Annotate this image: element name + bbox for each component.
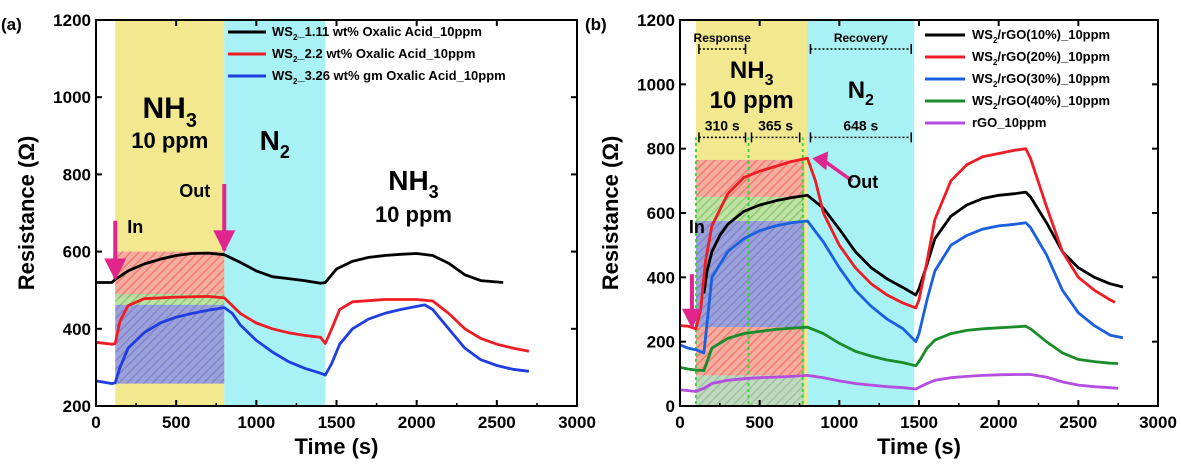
hatched-box: [115, 294, 225, 306]
y-tick-label: 200: [647, 333, 675, 352]
dimension-label: 365 s: [758, 117, 793, 133]
series-line: [679, 147, 1116, 331]
legend-label: WS2/rGO(30%)_10ppm: [972, 71, 1110, 89]
dimension-label: 310 s: [705, 117, 740, 133]
y-tick-label: 800: [63, 165, 91, 184]
annotation-arrow-shaft: [825, 160, 854, 183]
hatched-box: [115, 251, 225, 298]
x-tick-label: 2500: [1059, 413, 1097, 432]
gas-region: [224, 20, 326, 406]
x-tick-label: 3000: [558, 413, 596, 432]
series-line: [95, 295, 530, 353]
x-tick-label: 500: [162, 413, 190, 432]
x-tick-label: 500: [745, 413, 773, 432]
y-tick-label: 800: [647, 140, 675, 159]
region-label-conc: 10 ppm: [131, 128, 208, 153]
y-tick-label: 1000: [637, 75, 675, 94]
dimension-label: Response: [694, 31, 752, 45]
panel-label: (a): [1, 15, 22, 34]
legend-label: rGO_10ppm: [972, 115, 1046, 130]
series-line: [679, 219, 1124, 355]
panel-b: 0 500 1000 1500 2000 2500 3000 0 200 400 600 800 100…: [585, 11, 1177, 459]
region-label-gas: NH3: [730, 57, 774, 89]
x-tick-label: 3000: [1139, 413, 1177, 432]
annotation-arrowhead: [104, 258, 127, 281]
panel-label: (b): [585, 15, 607, 34]
region-label-n2: N2: [848, 77, 874, 109]
region-label-n2: N2: [260, 125, 290, 162]
panel-a: 0 500 1000 1500 2000 2500 3000 200 400 600 800 1000…: [1, 11, 596, 459]
x-axis-title: Time (s): [877, 434, 961, 459]
x-tick-label: 1000: [237, 413, 275, 432]
x-tick-label: 1500: [900, 413, 938, 432]
hatched-box: [695, 159, 805, 197]
annotation-label: Out: [847, 172, 878, 192]
x-tick-label: 2000: [980, 413, 1018, 432]
legend-label: WS2_2.2 wt% Oxalic Acid_10ppm: [272, 46, 475, 64]
annotation-arrowhead: [213, 230, 236, 253]
series-line: [96, 251, 504, 285]
x-tick-label: 1000: [820, 413, 858, 432]
series-line: [702, 190, 1124, 297]
annotation-label: In: [689, 217, 705, 237]
x-axis-title: Time (s): [295, 434, 379, 459]
region-label-conc: 10 ppm: [710, 87, 794, 114]
y-tick-label: 600: [647, 204, 675, 223]
y-tick-label: 1200: [53, 11, 91, 30]
y-tick-label: 600: [63, 243, 91, 262]
x-tick-label: 1500: [318, 413, 356, 432]
legend-label: WS2_1.11 wt% Oxalic Acid_10ppm: [272, 24, 482, 42]
region-label-gas: NH3: [143, 92, 197, 132]
free-gas-label: NH3: [388, 165, 438, 202]
annotation-label: Out: [179, 181, 210, 201]
series-line: [679, 324, 1119, 372]
hatched-box: [695, 327, 805, 376]
x-tick-label: 2500: [478, 413, 516, 432]
x-tick-label: 2000: [398, 413, 436, 432]
y-tick-label: 200: [63, 397, 91, 416]
y-axis-title: Resistance (Ω): [598, 136, 623, 291]
y-tick-label: 400: [63, 320, 91, 339]
hatched-box: [695, 375, 805, 406]
dimension-label: 648 s: [843, 117, 878, 133]
series-line: [679, 373, 1119, 393]
legend-label: WS2/rGO(40%)_10ppm: [972, 93, 1110, 111]
legend-label: WS2/rGO(20%)_10ppm: [972, 49, 1110, 67]
annotation-arrowhead: [812, 151, 829, 171]
x-tick-label: 0: [675, 413, 684, 432]
legend-label: WS2_3.26 wt% gm Oxalic Acid_10ppm: [272, 68, 506, 86]
annotation-label: In: [127, 217, 143, 237]
y-tick-label: 1200: [637, 11, 675, 30]
y-tick-label: 400: [647, 268, 675, 287]
x-tick-label: 0: [91, 413, 100, 432]
y-axis-title: Resistance (Ω): [14, 136, 39, 291]
gas-region: [807, 20, 915, 406]
dimension-label: Recovery: [834, 31, 888, 45]
free-gas-conc: 10 ppm: [375, 202, 452, 227]
series-line: [95, 303, 530, 385]
y-tick-label: 0: [666, 397, 675, 416]
y-tick-label: 1000: [53, 88, 91, 107]
annotation-arrowhead: [681, 308, 702, 329]
legend-label: WS2/rGO(10%)_10ppm: [972, 27, 1110, 45]
